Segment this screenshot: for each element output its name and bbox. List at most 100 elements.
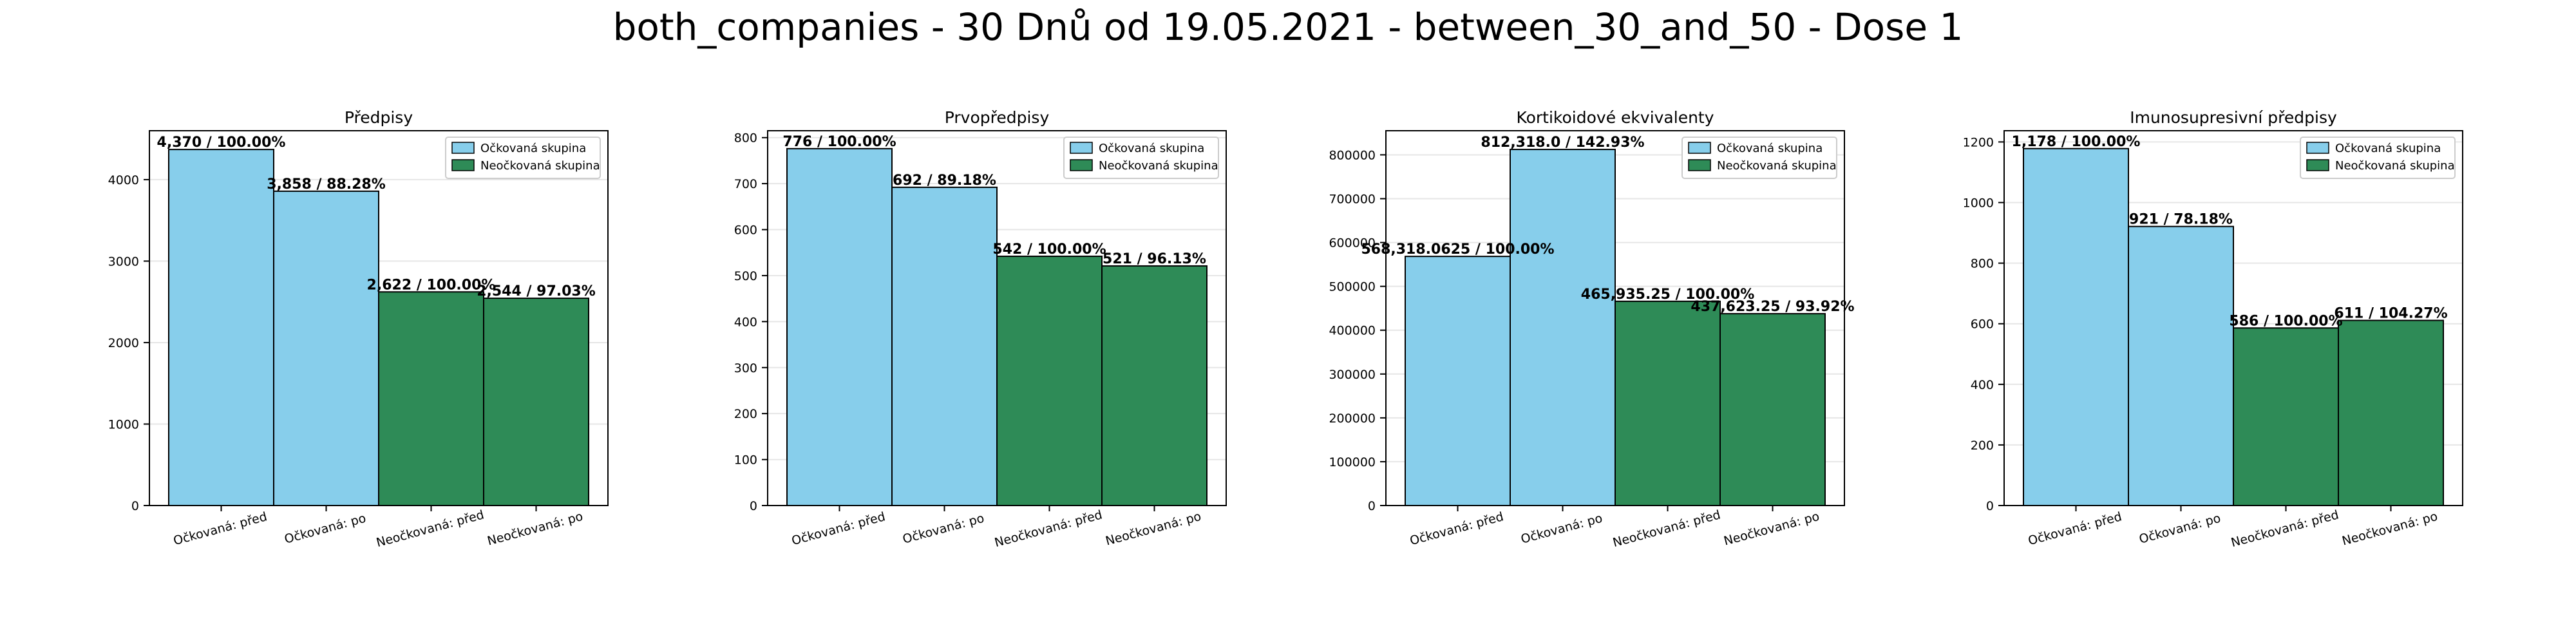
bar [2128,225,2234,506]
bar [168,149,274,507]
legend-label: Neočkovaná skupina [480,159,600,173]
legend-label: Neočkovaná skupina [2335,159,2455,173]
y-tick-label: 600 [1971,317,1994,332]
y-tick-label: 500 [734,269,757,283]
y-tick-label: 3000 [108,254,139,269]
bar [1405,256,1511,506]
y-tick-label: 200 [734,407,757,421]
data-label: 3,858 / 88.28% [267,176,386,193]
legend-box [1681,137,1837,179]
chart-title: Předpisy [345,108,413,127]
bar [1101,265,1208,506]
legend-swatch [1688,142,1711,154]
bar [786,147,893,507]
x-tick-label: Očkovaná: po [2137,511,2222,547]
data-label: 568,318.0625 / 100.00% [1361,242,1554,258]
legend: Očkovaná skupina Neočkovaná skupina [1063,137,1219,179]
x-tick-label: Očkovaná: před [1408,509,1505,548]
chart-panel-4: 0 200 400 600 800 1000 1200 Očkovaná: před Očkov… [1963,108,2463,550]
y-tick-label: 600000 [1329,236,1376,251]
legend-label: Očkovaná skupina [1717,142,1823,155]
y-tick-label: 500000 [1329,280,1376,294]
x-tick-label: Očkovaná: před [172,509,269,548]
data-label: 812,318.0 / 142.93% [1481,135,1644,151]
x-tick-label: Neočkovaná: po [486,509,584,549]
plot-frame [1385,130,1845,506]
data-label: 776 / 100.00% [782,134,896,150]
y-tick-label: 1000 [108,417,139,431]
bar [2338,319,2444,506]
chart-title: Kortikoidové ekvivalenty [1516,108,1714,127]
y-tick-label: 800000 [1329,148,1376,162]
x-tick-label: Očkovaná: před [2027,509,2123,548]
data-label: 586 / 100.00% [2229,313,2342,329]
x-tick-label: Neočkovaná: před [993,507,1104,550]
legend-label: Očkovaná skupina [480,142,586,155]
y-tick-label: 0 [131,499,139,513]
bar [1615,300,1721,506]
legend-label: Očkovaná skupina [2335,142,2441,155]
legend: Očkovaná skupina Neočkovaná skupina [2300,137,2456,179]
data-label: 4,370 / 100.00% [157,135,286,151]
legend-label: Očkovaná skupina [1099,142,1204,155]
y-tick-label: 800 [734,131,757,146]
x-tick-label: Neočkovaná: po [2340,509,2439,549]
legend-swatch [1070,159,1093,171]
figure-title: both_companies - 30 Dnů od 19.05.2021 - … [612,5,1964,49]
data-label: 465,935.25 / 100.00% [1581,287,1754,303]
y-tick-label: 0 [1986,499,1994,513]
chart-title: Imunosupresivní předpisy [2130,108,2337,127]
x-tick-label: Neočkovaná: před [1611,507,1722,550]
legend-box [2300,137,2456,179]
legend-swatch [1688,159,1711,171]
data-label: 692 / 89.18% [893,173,996,189]
bar [378,291,484,506]
plot-frame [149,130,609,506]
y-tick-label: 200000 [1329,412,1376,426]
legend-swatch [1070,142,1093,154]
legend: Očkovaná skupina Neočkovaná skupina [445,137,601,179]
bar [1510,149,1616,506]
y-tick-label: 600 [734,223,757,238]
chart-panel-3: 0 100000 200000 300000 400000 500000 600000 700… [1329,108,1854,550]
y-tick-label: 200 [1971,439,1994,453]
y-tick-label: 1200 [1963,135,1994,149]
x-tick-label: Očkovaná: po [283,511,367,547]
y-tick-label: 300 [734,361,757,375]
x-tick-label: Neočkovaná: před [2230,507,2340,550]
chart-panel-2: 0 100 200 300 400 500 600 700 800 Očkovaná: před O… [734,108,1227,550]
y-tick-label: 700000 [1329,193,1376,207]
plot-frame [767,130,1227,506]
bar [2023,147,2129,506]
y-tick-label: 700 [734,177,757,191]
data-label: 2,544 / 97.03% [477,283,596,299]
y-tick-label: 4000 [108,173,139,187]
bar [996,255,1103,506]
bar [483,298,589,506]
y-tick-label: 100000 [1329,455,1376,469]
data-label: 921 / 78.18% [2129,212,2233,228]
y-tick-label: 0 [750,499,757,513]
y-tick-label: 400 [1971,378,1994,392]
chart-title: Prvopředpisy [945,108,1050,127]
legend-box [445,137,601,179]
legend-swatch [451,142,475,154]
x-tick-label: Očkovaná: po [1519,511,1604,547]
bar [2233,327,2339,506]
x-tick-label: Neočkovaná: po [1104,509,1202,549]
x-tick-label: Očkovaná: po [901,511,985,547]
data-label: 521 / 96.13% [1103,251,1206,267]
data-label: 1,178 / 100.00% [2012,134,2141,150]
y-tick-label: 400000 [1329,324,1376,338]
x-tick-label: Očkovaná: před [790,509,887,548]
y-tick-label: 2000 [108,336,139,350]
legend-swatch [451,159,475,171]
data-label: 542 / 100.00% [992,242,1106,258]
chart-panel-1: 0 1000 2000 3000 4000 Očkovaná: před Očkovaná:… [108,108,609,550]
y-tick-label: 100 [734,453,757,468]
legend-swatch [2306,142,2329,154]
legend-label: Neočkovaná skupina [1717,159,1837,173]
y-tick-label: 0 [1368,499,1376,513]
x-tick-label: Neočkovaná: po [1722,509,1821,549]
